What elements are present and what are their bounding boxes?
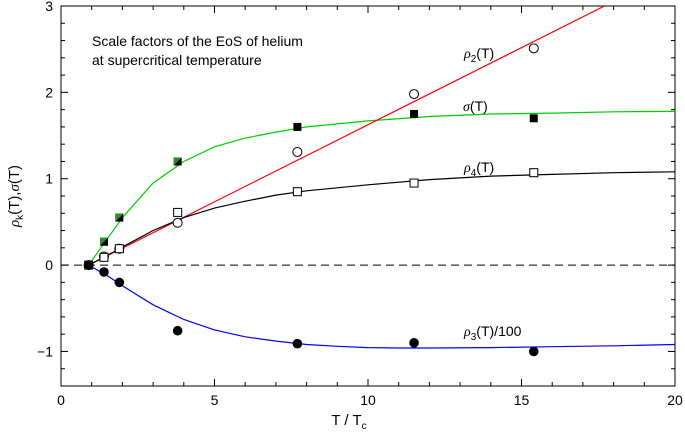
- series-label-rho2: ρ2(T): [463, 45, 494, 65]
- marker-filled-square-green-half: [173, 157, 182, 166]
- marker-filled-circle: [172, 325, 183, 336]
- series-label-sigma-symbol: σ: [463, 100, 471, 115]
- data-markers: [83, 43, 539, 357]
- y-axis-title-sigma: σ: [7, 184, 23, 192]
- series-label-rho4-rest: (T): [476, 159, 494, 175]
- annotation-line-2: at supercritical temperature: [92, 52, 262, 68]
- y-tick-label: 2: [45, 84, 53, 100]
- marker-filled-circle: [292, 338, 303, 349]
- axis-ticks: [60, 5, 676, 387]
- series-label-rho2-rest: (T): [476, 45, 494, 61]
- x-tick-label: 15: [514, 392, 530, 408]
- marker-filled-square: [293, 122, 302, 131]
- series-label-rho2-symbol: ρ: [463, 47, 471, 62]
- marker-open-square: [409, 178, 419, 188]
- marker-filled-circle: [83, 260, 94, 270]
- y-axis-title-subscript: k: [15, 214, 26, 220]
- marker-open-circle: [409, 89, 420, 100]
- y-axis-title-tail: (T): [6, 165, 23, 184]
- marker-open-circle: [528, 43, 539, 54]
- marker-open-square: [173, 207, 183, 217]
- series-label-sigma-rest: (T): [470, 98, 488, 114]
- series-label-rho3-rest: (T)/100: [476, 323, 521, 339]
- x-tick-label: 10: [360, 392, 376, 408]
- y-axis-title-rho: ρ: [7, 220, 23, 228]
- y-tick-label: 0: [45, 257, 53, 273]
- series-label-rho4-subscript: 4: [471, 168, 477, 179]
- series-label-rho4: ρ4(T): [463, 159, 494, 179]
- marker-filled-square-green-half: [99, 237, 108, 246]
- marker-filled-square: [410, 109, 419, 118]
- marker-open-circle: [292, 146, 303, 157]
- fit-curve-series-3: [88, 264, 675, 349]
- marker-filled-circle: [409, 338, 419, 348]
- series-label-rho2-subscript: 2: [471, 54, 477, 65]
- fit-curve-series-0: [88, 110, 675, 266]
- marker-filled-circle: [114, 277, 125, 288]
- marker-open-square: [292, 187, 302, 197]
- x-axis-title-subscript: c: [362, 421, 367, 432]
- y-tick-label: 3: [45, 0, 53, 14]
- marker-filled-square-green-half: [115, 213, 124, 222]
- series-label-sigma: σ(T): [463, 98, 488, 115]
- y-axis-title-mid: (T),: [6, 192, 23, 215]
- series-label-rho3-subscript: 3: [471, 332, 477, 343]
- x-axis-title: T / Tc: [331, 412, 366, 432]
- tick-labels: 0 5 10 15 20 −1 0 1 2 3: [37, 0, 683, 408]
- y-tick-label: −1: [37, 343, 53, 359]
- x-tick-label: 5: [211, 392, 219, 408]
- series-label-rho4-symbol: ρ: [463, 161, 471, 176]
- marker-filled-square: [529, 114, 538, 123]
- marker-open-square: [529, 168, 539, 178]
- marker-filled-circle: [99, 267, 109, 277]
- series-label-rho3-symbol: ρ: [463, 325, 471, 340]
- x-tick-label: 0: [57, 392, 65, 408]
- series-label-rho3: ρ3(T)/100: [463, 323, 522, 343]
- x-axis-title-main: T / T: [331, 412, 361, 429]
- marker-open-square: [114, 244, 124, 254]
- marker-open-circle: [172, 217, 183, 228]
- x-tick-label: 20: [667, 392, 683, 408]
- marker-filled-circle: [528, 346, 539, 357]
- annotation-line-1: Scale factors of the EoS of helium: [92, 33, 303, 49]
- marker-open-square: [99, 252, 109, 262]
- y-axis-title: ρk(T),σ(T): [6, 165, 26, 228]
- y-tick-label: 1: [45, 171, 53, 187]
